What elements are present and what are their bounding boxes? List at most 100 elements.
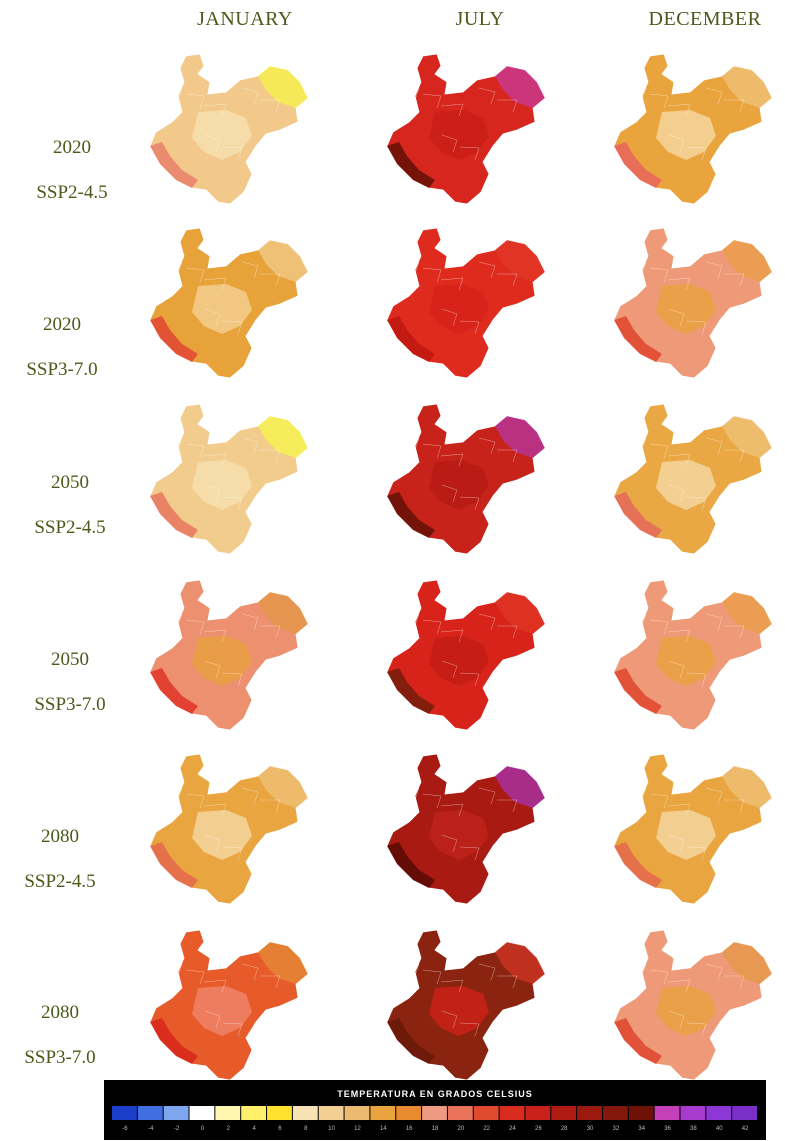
map-boundary-line — [459, 672, 480, 687]
map-coastal-zone — [387, 842, 435, 888]
map-boundary-line — [686, 320, 707, 335]
map-boundary-line — [459, 1022, 480, 1037]
map-boundary-line — [667, 803, 691, 817]
region-map-row5-col3 — [613, 753, 782, 905]
map-boundary-line — [705, 613, 723, 631]
map-northeast-zone — [495, 66, 545, 108]
map-boundary-line — [278, 140, 297, 157]
map-boundary-line — [222, 672, 243, 687]
map-northeast-zone — [495, 416, 545, 458]
map-boundary-line — [278, 1016, 297, 1033]
row-label-2: 2020 SSP3-7.0 — [2, 315, 122, 379]
map-boundary-line — [724, 449, 745, 463]
map-coastal-zone — [387, 316, 435, 362]
map-boundary-line — [167, 431, 183, 451]
map-boundary-line — [649, 93, 669, 109]
map-boundary-line — [742, 140, 761, 157]
map-boundary-line — [203, 103, 227, 117]
legend-swatch — [112, 1106, 137, 1120]
row-year: 2020 — [53, 137, 91, 158]
map-boundary-line — [668, 660, 685, 679]
map-northeast-zone — [495, 766, 545, 808]
legend-tick-label: 8 — [304, 1126, 308, 1132]
map-northeast-zone — [495, 942, 545, 984]
map-boundary-line — [296, 677, 318, 691]
legend-tick-label: 38 — [690, 1126, 697, 1132]
legend-swatch — [370, 1106, 396, 1120]
map-boundary-line — [404, 81, 420, 101]
legend-swatch — [422, 1106, 447, 1120]
map-boundary-line — [649, 443, 669, 459]
region-map-row1-col1 — [149, 53, 318, 205]
map-coastal-zone — [387, 1018, 435, 1064]
map-boundary-line — [241, 261, 259, 279]
map-northeast-zone — [258, 592, 308, 634]
map-boundary-line — [705, 963, 723, 981]
map-boundary-line — [203, 803, 227, 817]
map-coastal-zone — [150, 492, 198, 538]
map-boundary-line — [204, 484, 221, 503]
legend-swatch — [499, 1106, 525, 1120]
map-boundary-line — [204, 660, 221, 679]
map-boundary-line — [668, 134, 685, 153]
region-map-row6-col2 — [386, 929, 555, 1081]
map-boundary-line — [422, 267, 442, 283]
legend-swatch — [628, 1106, 654, 1120]
map-boundary-line — [760, 501, 782, 515]
legend-title: TEMPERATURA EN GRADOS CELSIUS — [337, 1089, 533, 1099]
legend-tick-label: 22 — [483, 1126, 490, 1132]
map-boundary-line — [296, 151, 318, 165]
map-boundary-line — [441, 308, 458, 327]
map-coastal-zone — [150, 668, 198, 714]
map-boundary-line — [185, 969, 205, 985]
legend-tick-label: 20 — [457, 1126, 464, 1132]
map-boundary-line — [203, 453, 227, 467]
map-boundary-line — [278, 314, 297, 331]
map-boundary-line — [742, 666, 761, 683]
map-boundary-line — [203, 629, 227, 643]
map-boundary-line — [260, 273, 281, 287]
map-boundary-line — [668, 308, 685, 327]
map-northeast-zone — [722, 416, 772, 458]
map-boundary-line — [631, 607, 647, 627]
row-scenario: SSP3-7.0 — [26, 359, 98, 380]
legend-tick-label: 18 — [432, 1126, 439, 1132]
legend-swatch — [215, 1106, 241, 1120]
map-boundary-line — [533, 151, 555, 165]
map-coastal-zone — [150, 142, 198, 188]
map-northeast-zone — [722, 592, 772, 634]
map-boundary-line — [705, 787, 723, 805]
map-coastal-zone — [614, 1018, 662, 1064]
legend-swatch — [706, 1106, 732, 1120]
map-coastal-zone — [150, 316, 198, 362]
map-boundary-line — [222, 846, 243, 861]
column-header-january: JANUARY — [197, 8, 293, 30]
map-boundary-line — [404, 431, 420, 451]
legend-tick-label: 4 — [252, 1126, 256, 1132]
map-boundary-line — [515, 1016, 534, 1033]
map-boundary-line — [440, 629, 464, 643]
region-map-row2-col2 — [386, 227, 555, 379]
region-map-row3-col2 — [386, 403, 555, 555]
map-boundary-line — [440, 277, 464, 291]
map-boundary-line — [296, 325, 318, 339]
map-boundary-line — [667, 277, 691, 291]
map-coastal-zone — [614, 142, 662, 188]
row-year: 2050 — [51, 472, 89, 493]
map-boundary-line — [631, 81, 647, 101]
legend-color-scale: -6 -4 -2 0 2 4 6 8 10 12 14 16 18 20 22 24 26 28 30 32 34 36 3… — [112, 1106, 757, 1132]
map-boundary-line — [459, 146, 480, 161]
map-boundary-line — [167, 607, 183, 627]
region-map-row2-col3 — [613, 227, 782, 379]
map-northeast-zone — [258, 942, 308, 984]
map-boundary-line — [515, 140, 534, 157]
legend-swatch — [525, 1106, 551, 1120]
map-boundary-line — [497, 99, 518, 113]
map-boundary-line — [668, 834, 685, 853]
map-boundary-line — [667, 103, 691, 117]
map-boundary-line — [515, 666, 534, 683]
map-northeast-zone — [495, 240, 545, 282]
legend-tick-label: 40 — [716, 1126, 723, 1132]
region-map-row5-col1 — [149, 753, 318, 905]
legend-tick-label: 42 — [742, 1126, 749, 1132]
